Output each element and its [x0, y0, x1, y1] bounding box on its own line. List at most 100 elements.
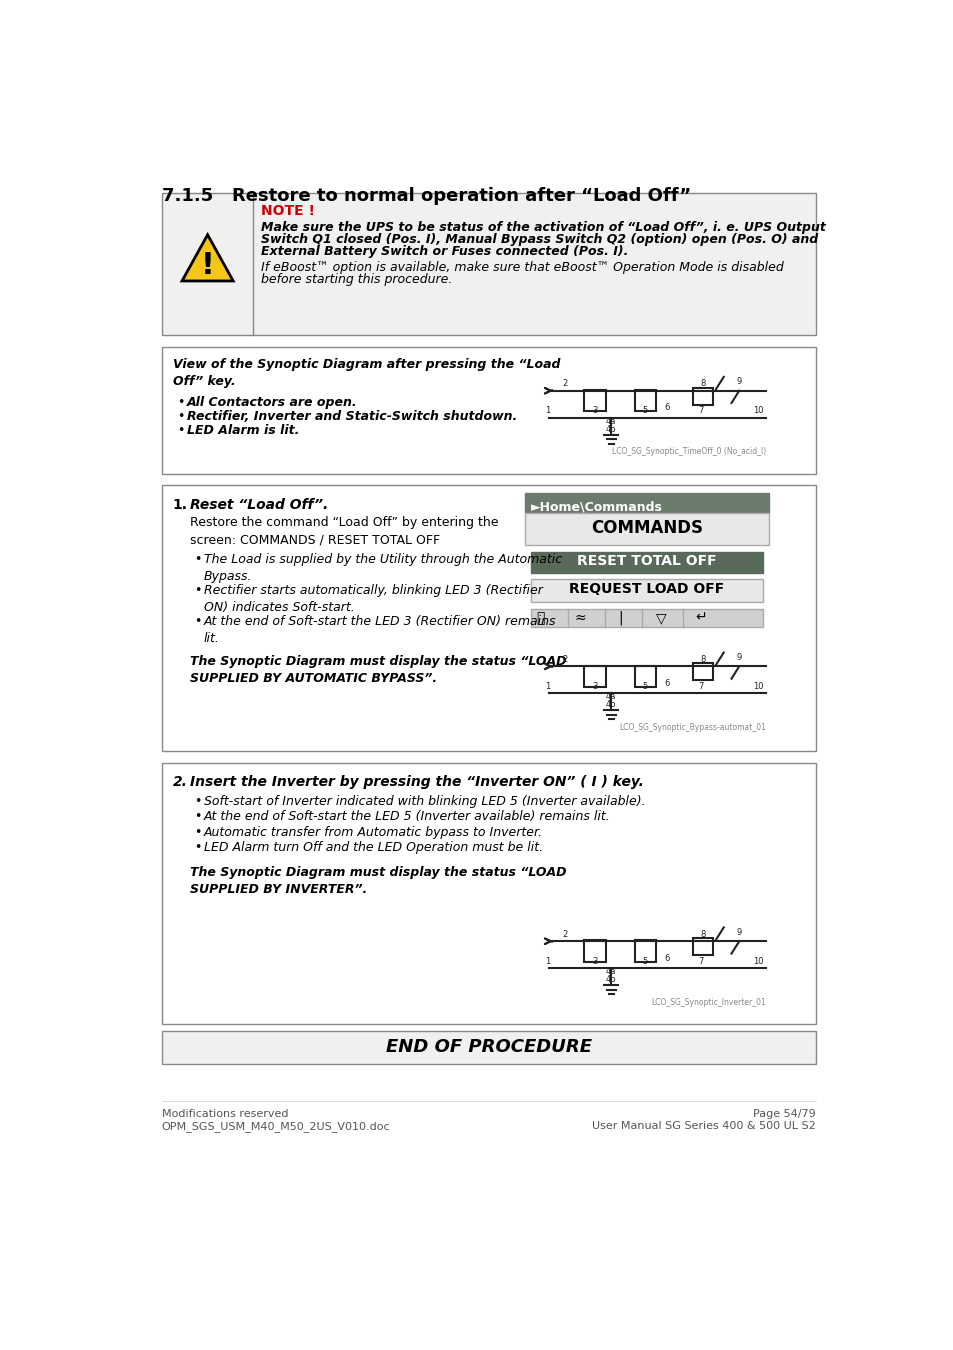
- Text: 9: 9: [736, 653, 741, 662]
- Text: LCO_SG_Synoptic_Inverter_01: LCO_SG_Synoptic_Inverter_01: [651, 998, 765, 1007]
- Text: The Synoptic Diagram must display the status “LOAD
SUPPLIED BY INVERTER”.: The Synoptic Diagram must display the st…: [190, 865, 566, 896]
- Text: 3: 3: [592, 682, 598, 691]
- Text: At the end of Soft-start the LED 5 (Inverter available) remains lit.: At the end of Soft-start the LED 5 (Inve…: [204, 810, 610, 824]
- FancyBboxPatch shape: [524, 493, 769, 513]
- Text: LED Alarm is lit.: LED Alarm is lit.: [187, 424, 298, 437]
- Text: •: •: [177, 410, 185, 423]
- Text: 8: 8: [700, 930, 705, 940]
- Text: 6: 6: [664, 954, 669, 963]
- Text: Page 54/79: Page 54/79: [753, 1110, 815, 1119]
- Text: 3: 3: [592, 406, 598, 416]
- Text: 9: 9: [736, 377, 741, 386]
- Text: 7: 7: [697, 957, 702, 965]
- Text: 1.: 1.: [172, 498, 188, 512]
- FancyBboxPatch shape: [524, 513, 769, 545]
- Text: •: •: [194, 554, 202, 566]
- Text: 7: 7: [697, 682, 702, 691]
- Text: •: •: [194, 841, 202, 855]
- Text: 1: 1: [544, 406, 550, 416]
- Text: 5: 5: [642, 682, 647, 691]
- Text: View of the Synoptic Diagram after pressing the “Load
Off” key.: View of the Synoptic Diagram after press…: [172, 358, 559, 387]
- FancyBboxPatch shape: [634, 941, 656, 963]
- Text: 4b: 4b: [605, 424, 616, 433]
- Text: •: •: [177, 424, 185, 437]
- Text: 1: 1: [544, 682, 550, 691]
- FancyBboxPatch shape: [530, 609, 762, 628]
- Text: ⚿: ⚿: [536, 610, 544, 625]
- Text: 10: 10: [753, 957, 763, 965]
- Text: 5: 5: [642, 406, 647, 416]
- Text: •: •: [194, 585, 202, 597]
- Text: At the end of Soft-start the LED 3 (Rectifier ON) remains
lit.: At the end of Soft-start the LED 3 (Rect…: [204, 614, 556, 645]
- Text: Make sure the UPS to be status of the activation of “Load Off”, i. e. UPS Output: Make sure the UPS to be status of the ac…: [261, 220, 825, 234]
- Text: 9: 9: [736, 927, 741, 937]
- Text: 7.1.5   Restore to normal operation after “Load Off”: 7.1.5 Restore to normal operation after …: [162, 186, 690, 205]
- Text: Soft-start of Inverter indicated with blinking LED 5 (Inverter available).: Soft-start of Inverter indicated with bl…: [204, 795, 644, 807]
- Text: 2: 2: [561, 655, 567, 664]
- Text: END OF PROCEDURE: END OF PROCEDURE: [386, 1038, 591, 1057]
- Text: LCO_SG_Synoptic_Bypass-automat_01: LCO_SG_Synoptic_Bypass-automat_01: [618, 722, 765, 732]
- Text: All Contactors are open.: All Contactors are open.: [187, 396, 357, 409]
- Text: NOTE !: NOTE !: [261, 204, 314, 217]
- FancyBboxPatch shape: [583, 941, 605, 963]
- Text: 10: 10: [753, 682, 763, 691]
- Text: ↵: ↵: [695, 610, 706, 625]
- FancyBboxPatch shape: [634, 390, 656, 412]
- Text: 7: 7: [697, 406, 702, 416]
- Text: OPM_SGS_USM_M40_M50_2US_V010.doc: OPM_SGS_USM_M40_M50_2US_V010.doc: [162, 1122, 390, 1133]
- Text: 4a: 4a: [605, 417, 616, 425]
- Text: •: •: [194, 810, 202, 824]
- FancyBboxPatch shape: [530, 579, 762, 602]
- Text: LED Alarm turn Off and the LED Operation must be lit.: LED Alarm turn Off and the LED Operation…: [204, 841, 542, 855]
- Text: 3: 3: [592, 957, 598, 965]
- Text: Insert the Inverter by pressing the “Inverter ON” ( I ) key.: Insert the Inverter by pressing the “Inv…: [190, 775, 643, 788]
- Text: Restore the command “Load Off” by entering the
screen: COMMANDS / RESET TOTAL OF: Restore the command “Load Off” by enteri…: [190, 516, 497, 547]
- Text: ≈: ≈: [574, 610, 585, 625]
- Text: External Battery Switch or Fuses connected (Pos. I).: External Battery Switch or Fuses connect…: [261, 246, 628, 258]
- Text: 2: 2: [561, 379, 567, 389]
- Text: |: |: [618, 610, 622, 625]
- FancyBboxPatch shape: [162, 1030, 815, 1064]
- Text: Rectifier starts automatically, blinking LED 3 (Rectifier
ON) indicates Soft-sta: Rectifier starts automatically, blinking…: [204, 585, 542, 614]
- FancyBboxPatch shape: [583, 666, 605, 687]
- Text: ▽: ▽: [655, 610, 665, 625]
- Text: 2.: 2.: [172, 775, 188, 788]
- Text: 2: 2: [561, 930, 567, 940]
- FancyBboxPatch shape: [634, 666, 656, 687]
- FancyBboxPatch shape: [583, 390, 605, 412]
- FancyBboxPatch shape: [162, 193, 815, 335]
- Text: 8: 8: [700, 379, 705, 389]
- Text: !: !: [200, 251, 214, 279]
- Text: RESET TOTAL OFF: RESET TOTAL OFF: [577, 554, 716, 568]
- Text: The Load is supplied by the Utility through the Automatic
Bypass.: The Load is supplied by the Utility thro…: [204, 554, 561, 583]
- Text: •: •: [194, 826, 202, 838]
- FancyBboxPatch shape: [162, 347, 815, 474]
- Text: 5: 5: [642, 957, 647, 965]
- Text: 6: 6: [664, 679, 669, 688]
- Text: ►Home\Commands: ►Home\Commands: [530, 500, 662, 513]
- Polygon shape: [182, 235, 233, 281]
- FancyBboxPatch shape: [692, 938, 712, 954]
- Text: Switch Q1 closed (Pos. I), Manual Bypass Switch Q2 (option) open (Pos. O) and: Switch Q1 closed (Pos. I), Manual Bypass…: [261, 232, 818, 246]
- Text: Rectifier, Inverter and Static-Switch shutdown.: Rectifier, Inverter and Static-Switch sh…: [187, 410, 517, 423]
- FancyBboxPatch shape: [692, 387, 712, 405]
- Text: Automatic transfer from Automatic bypass to Inverter.: Automatic transfer from Automatic bypass…: [204, 826, 542, 838]
- Text: 4b: 4b: [605, 701, 616, 709]
- Text: 4a: 4a: [605, 968, 616, 976]
- FancyBboxPatch shape: [692, 663, 712, 680]
- Text: User Manual SG Series 400 & 500 UL S2: User Manual SG Series 400 & 500 UL S2: [592, 1122, 815, 1131]
- Text: Reset “Load Off”.: Reset “Load Off”.: [190, 498, 328, 512]
- Text: 1: 1: [544, 957, 550, 965]
- Text: 4a: 4a: [605, 693, 616, 702]
- Text: before starting this procedure.: before starting this procedure.: [261, 273, 452, 286]
- Text: The Synoptic Diagram must display the status “LOAD
SUPPLIED BY AUTOMATIC BYPASS”: The Synoptic Diagram must display the st…: [190, 655, 566, 684]
- Text: COMMANDS: COMMANDS: [591, 518, 702, 537]
- Text: Modifications reserved: Modifications reserved: [162, 1110, 288, 1119]
- Text: 10: 10: [753, 406, 763, 416]
- FancyBboxPatch shape: [530, 552, 762, 574]
- Text: 8: 8: [700, 655, 705, 664]
- Text: •: •: [194, 795, 202, 807]
- Text: •: •: [194, 614, 202, 628]
- Text: REQUEST LOAD OFF: REQUEST LOAD OFF: [569, 582, 724, 595]
- Text: •: •: [177, 396, 185, 409]
